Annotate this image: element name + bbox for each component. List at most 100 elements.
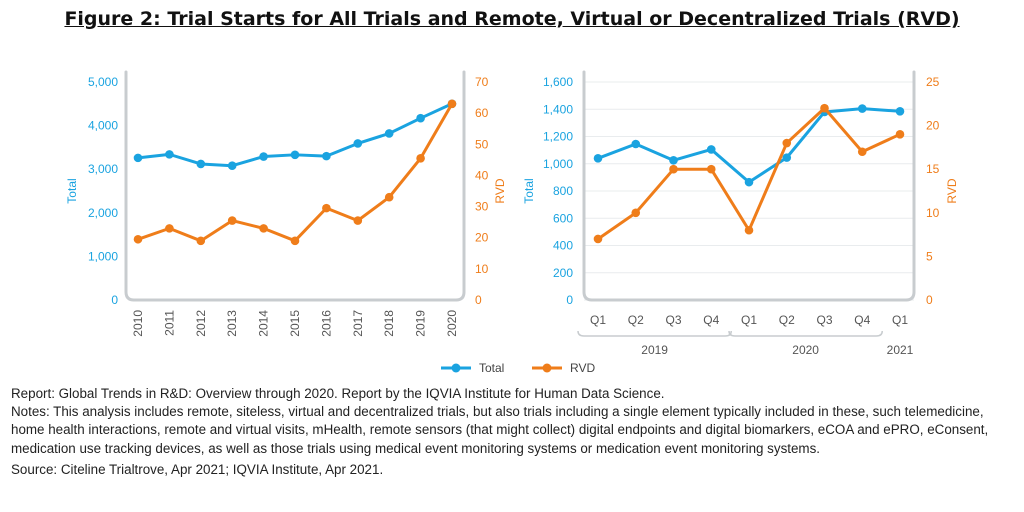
chart1-data-point-rvd (290, 236, 300, 246)
legend-label-total: Total (479, 361, 504, 375)
chart2-y-tick: 0 (566, 293, 573, 307)
chart2-y-tick: 1,600 (543, 75, 573, 89)
chart1-y-tick: 4,000 (88, 119, 118, 133)
chart2-data-point-rvd (857, 147, 867, 157)
chart1-data-point-rvd (165, 224, 174, 233)
chart1-data-point-rvd (196, 236, 206, 246)
chart1-y2-tick: 70 (475, 75, 489, 89)
chart2-data-point-rvd (820, 103, 829, 113)
chart1-y-tick: 0 (111, 293, 118, 307)
chart1-data-point-total (353, 139, 363, 148)
chart1-data-point-total (165, 150, 174, 159)
chart1-y2-tick: 20 (475, 231, 489, 245)
chart2-series-line-total (597, 107, 901, 184)
chart1-y2-axis-title: RVD (493, 178, 507, 203)
chart1-data-point-total (227, 161, 237, 171)
chart1-x-tick: 2017 (351, 310, 365, 337)
chart1-data-point-rvd (416, 154, 425, 163)
legend-marker-total (451, 363, 461, 373)
chart2-y2-tick: 25 (926, 75, 940, 89)
chart2-year-label: 2019 (641, 343, 668, 357)
chart2-data-point-rvd (706, 164, 716, 174)
chart2-data-point-rvd (744, 225, 754, 235)
report-line: Report: Global Trends in R&D: Overview t… (11, 386, 665, 401)
chart2-data-point-rvd (895, 130, 905, 139)
chart2-data-point-total (744, 177, 754, 187)
chart2-y-tick: 400 (553, 239, 573, 253)
chart2-year-bracket (577, 330, 732, 337)
figure-title: Figure 2: Trial Starts for All Trials an… (64, 8, 960, 30)
chart2-x-tick: Q1 (892, 313, 908, 327)
chart2-y2-tick: 0 (926, 293, 933, 307)
chart1-data-point-total (196, 159, 206, 169)
chart2-x-tick: Q1 (590, 313, 606, 327)
chart2-x-tick: Q2 (779, 313, 795, 327)
chart2-data-point-total (631, 139, 641, 149)
chart2-data-point-total (593, 154, 603, 163)
chart2-y-tick: 200 (553, 266, 573, 280)
chart1-data-point-rvd (133, 234, 143, 244)
chart2-data-point-rvd (669, 164, 678, 174)
charts-canvas: 01,0002,0003,0004,0005,00001020304050607… (65, 70, 959, 375)
chart1-x-tick: 2014 (257, 310, 271, 337)
chart2-x-tick: Q4 (854, 313, 870, 327)
chart2-y-axis-title: Total (522, 178, 536, 203)
chart1-data-point-total (290, 150, 300, 160)
chart1-data-point-total (416, 113, 425, 123)
chart1-x-tick: 2016 (319, 310, 333, 337)
chart1-x-tick: 2019 (414, 310, 428, 337)
chart2-y-tick: 800 (553, 184, 573, 198)
chart2-y2-tick: 10 (926, 206, 940, 220)
chart1-data-point-rvd (384, 192, 394, 202)
chart2-year-label: 2020 (792, 343, 819, 357)
chart1-data-point-rvd (353, 216, 363, 225)
chart1-x-tick: 2011 (162, 310, 176, 336)
chart1-x-tick: 2010 (131, 310, 145, 337)
chart1-y2-tick: 40 (475, 168, 489, 182)
chart2-series-line-rvd (597, 106, 901, 241)
chart2-x-tick: Q2 (628, 313, 644, 327)
chart2-y2-tick: 15 (926, 162, 940, 176)
chart1-y2-tick: 50 (475, 137, 489, 151)
chart1-data-point-total (259, 152, 268, 161)
chart1-data-point-rvd (259, 224, 268, 233)
source-line: Source: Citeline Trialtrove, Apr 2021; I… (11, 461, 384, 477)
chart1-data-point-total (384, 129, 394, 138)
chart2-data-point-rvd (631, 208, 641, 218)
chart2-data-point-total (669, 156, 678, 165)
chart1-y2-tick: 10 (475, 262, 489, 276)
chart1-data-point-rvd (322, 203, 331, 213)
chart2-y-tick: 1,200 (543, 130, 573, 144)
chart1-y2-tick: 0 (475, 293, 482, 307)
chart2-x-tick: Q3 (816, 313, 832, 327)
chart1-data-point-total (322, 151, 331, 161)
chart1-x-tick: 2018 (382, 310, 396, 337)
chart2-data-point-rvd (782, 138, 792, 148)
chart2-y-tick: 1,000 (543, 157, 573, 171)
chart1-y-axis-title: Total (65, 178, 79, 203)
chart1-y2-tick: 60 (475, 106, 489, 120)
chart1-data-point-rvd (447, 99, 457, 109)
chart1-x-tick: 2020 (445, 310, 459, 337)
chart1-axes (124, 70, 466, 302)
chart2-data-point-total (895, 106, 905, 116)
chart1-x-tick: 2015 (288, 310, 302, 337)
legend-marker-rvd (542, 363, 552, 373)
chart2-y-tick: 600 (553, 211, 573, 225)
chart2-y2-tick: 20 (926, 119, 940, 133)
notes-text: Notes: This analysis includes remote, si… (11, 404, 989, 456)
notes-section: Report: Global Trends in R&D: Overview t… (11, 385, 1019, 479)
chart2-year-bracket (728, 330, 883, 337)
chart2-x-tick: Q3 (665, 313, 681, 327)
chart1-y-tick: 3,000 (88, 162, 118, 176)
chart1-x-tick: 2013 (225, 310, 239, 337)
chart2-x-tick: Q1 (741, 313, 757, 327)
chart1-data-point-total (133, 153, 143, 163)
chart2-data-point-total (857, 104, 867, 113)
chart2-data-point-total (706, 145, 716, 154)
chart1-x-tick: 2012 (194, 310, 208, 337)
chart1-y-tick: 5,000 (88, 75, 118, 89)
legend-label-rvd: RVD (570, 361, 595, 375)
chart1-y-tick: 1,000 (88, 249, 118, 263)
chart1-y2-tick: 30 (475, 200, 489, 214)
